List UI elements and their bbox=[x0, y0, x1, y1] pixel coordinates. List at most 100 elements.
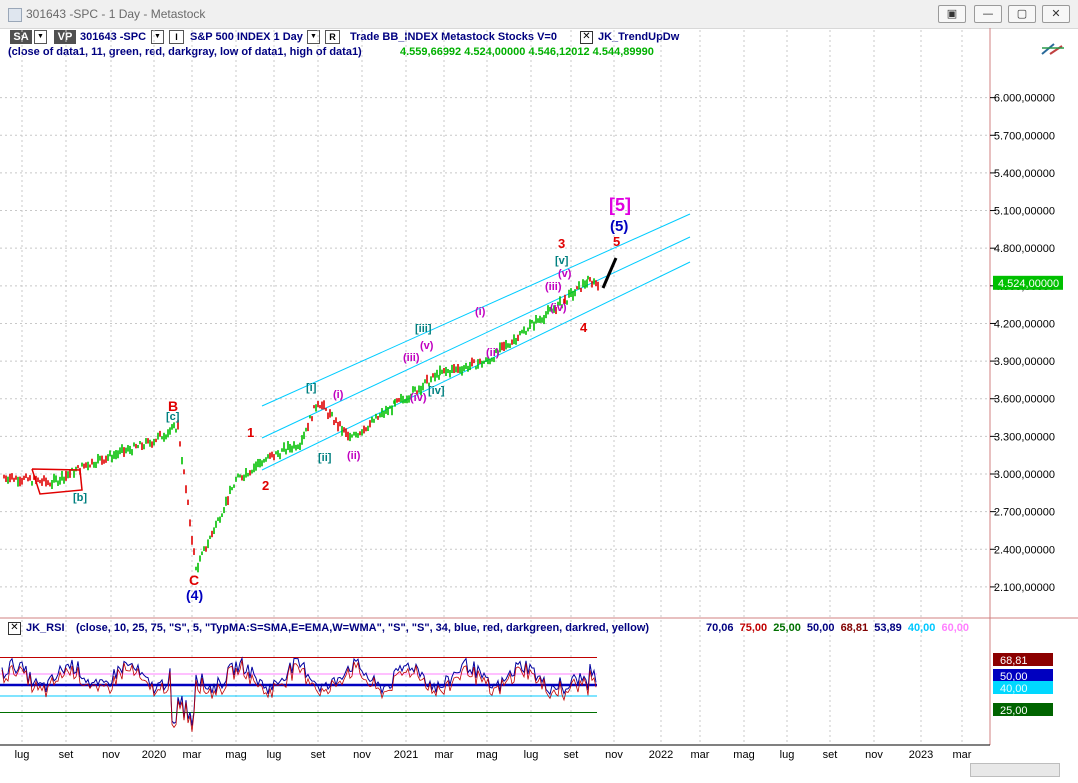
time-axis-label: lug bbox=[524, 749, 539, 761]
rsi-axis-badge-label: 40,00 bbox=[1000, 683, 1028, 695]
rsi-close-icon[interactable]: ✕ bbox=[8, 622, 21, 635]
rsi-value: 50,00 bbox=[806, 622, 841, 634]
wave-label: (v) bbox=[420, 340, 434, 352]
indicator-close-icon[interactable]: ✕ bbox=[580, 31, 593, 44]
wave-label: 3 bbox=[558, 236, 566, 251]
mode-r-button[interactable]: R bbox=[325, 30, 340, 44]
wave-label: [ii] bbox=[318, 452, 332, 464]
wave-label: [5] bbox=[609, 195, 631, 215]
indicator-label: JK_TrendUpDw bbox=[598, 31, 680, 43]
time-axis: lug set nov 2020 mar mag lug set nov 2021 mar mag lu… bbox=[0, 744, 990, 761]
time-axis-label: nov bbox=[353, 749, 371, 761]
time-axis-label: nov bbox=[605, 749, 623, 761]
rsi-label: JK_RSI bbox=[26, 622, 65, 634]
maximize-button[interactable]: ▢ bbox=[1008, 5, 1036, 23]
time-axis-label: 2022 bbox=[649, 749, 673, 761]
wave-label: B bbox=[168, 398, 179, 414]
price-tick-label: 5.100,00000 bbox=[994, 206, 1055, 218]
rsi-value: 75,00 bbox=[739, 622, 774, 634]
interval-dropdown-icon[interactable]: ▼ bbox=[307, 30, 320, 44]
rsi-line bbox=[1, 656, 597, 726]
wave-label: 1 bbox=[247, 425, 255, 440]
wave-label: (ii) bbox=[486, 347, 500, 359]
restore-layout-button[interactable]: ▣ bbox=[938, 5, 966, 23]
time-axis-label: lug bbox=[15, 749, 30, 761]
time-axis-label: set bbox=[823, 749, 838, 761]
time-axis-label: set bbox=[59, 749, 74, 761]
rsi-axis-badge bbox=[993, 681, 1053, 694]
price-bars bbox=[3, 275, 599, 573]
price-tick-label: 3.000,00000 bbox=[994, 469, 1055, 481]
horizontal-scrollbar[interactable] bbox=[970, 763, 1060, 777]
wave-label: [b] bbox=[73, 492, 88, 504]
symbol-label: 301643 -SPC bbox=[80, 31, 147, 43]
drawing-tools-icon[interactable] bbox=[1040, 40, 1066, 58]
wave-label: 4 bbox=[580, 320, 588, 335]
time-axis-label: mag bbox=[733, 749, 754, 761]
wave-label: C bbox=[189, 572, 200, 588]
rsi-value: 70,06 bbox=[706, 622, 740, 634]
rsi-signal-line bbox=[1, 660, 597, 732]
price-tick-label: 4.200,00000 bbox=[994, 318, 1055, 330]
interval-i-label: I bbox=[175, 32, 178, 42]
rsi-value: 68,81 bbox=[840, 622, 875, 634]
channel-line bbox=[261, 261, 691, 471]
wave-label: 5 bbox=[613, 234, 621, 249]
trend-channel bbox=[261, 213, 691, 471]
price-tick-label: 4.800,00000 bbox=[994, 243, 1055, 255]
price-tick-label: 2.400,00000 bbox=[994, 544, 1055, 556]
wave-label: 2 bbox=[262, 478, 270, 493]
price-tick-label: 4.500,00000 bbox=[994, 281, 1055, 293]
rsi-axis-badge-label: 68,81 bbox=[1000, 655, 1028, 667]
price-axis: 6.000,00000 5.700,00000 5.400,00000 5.100,0… bbox=[990, 93, 1063, 594]
rsi-axis-badge bbox=[993, 703, 1053, 716]
wave-label: (iii) bbox=[403, 352, 420, 364]
time-axis-label: mar bbox=[183, 749, 202, 761]
title-bar: 301643 -SPC - 1 Day - Metastock ▣ — ▢ ✕ bbox=[0, 0, 1078, 29]
wave-label: [c] bbox=[166, 411, 180, 423]
wave-label: [i] bbox=[306, 382, 317, 394]
window-title: 301643 -SPC - 1 Day - Metastock bbox=[26, 7, 206, 21]
time-axis-label: set bbox=[564, 749, 579, 761]
wave-label: [iv] bbox=[428, 385, 445, 397]
price-tick-label: 3.600,00000 bbox=[994, 394, 1055, 406]
mode-r-label: R bbox=[329, 32, 336, 42]
wave-label: (ii) bbox=[347, 450, 361, 462]
rsi-value: 40,00 bbox=[907, 622, 942, 634]
app-icon bbox=[8, 8, 22, 22]
vp-button[interactable]: VP bbox=[54, 30, 76, 44]
rsi-axis-badge bbox=[993, 669, 1053, 682]
wave-label: (i) bbox=[333, 389, 344, 401]
last-price-label: 4.524,00000 bbox=[998, 278, 1059, 290]
time-axis-label: mag bbox=[225, 749, 246, 761]
price-tick-label: 3.300,00000 bbox=[994, 431, 1055, 443]
wave-label: (i) bbox=[475, 306, 486, 318]
rsi-axis-badge bbox=[993, 653, 1053, 666]
time-axis-label: mar bbox=[691, 749, 710, 761]
price-grid bbox=[0, 28, 1078, 745]
wave-label: (v) bbox=[558, 268, 572, 280]
close-button[interactable]: ✕ bbox=[1042, 5, 1070, 23]
wave-label: (5) bbox=[610, 218, 629, 235]
time-axis-label: lug bbox=[780, 749, 795, 761]
price-tick-label: 3.900,00000 bbox=[994, 356, 1055, 368]
time-axis-label: lug bbox=[267, 749, 282, 761]
formula-label: (close of data1, 11, green, red, darkgra… bbox=[8, 46, 362, 58]
sa-dropdown-icon[interactable]: ▼ bbox=[34, 30, 47, 44]
minimize-button[interactable]: — bbox=[974, 5, 1002, 23]
price-tick-label: 2.700,00000 bbox=[994, 507, 1055, 519]
price-tick-label: 5.400,00000 bbox=[994, 168, 1055, 180]
wave-label: (4) bbox=[186, 587, 204, 603]
channel-line bbox=[261, 236, 691, 439]
symbol-dropdown-icon[interactable]: ▼ bbox=[151, 30, 164, 44]
time-axis-label: mar bbox=[435, 749, 454, 761]
rsi-axis-badge-label: 50,00 bbox=[1000, 671, 1028, 683]
wave-label: (iv) bbox=[550, 302, 567, 314]
sa-button[interactable]: SA bbox=[10, 30, 32, 44]
interval-i-button[interactable]: I bbox=[169, 30, 184, 44]
time-axis-label: mag bbox=[476, 749, 497, 761]
trade-info-label: Trade BB_INDEX Metastock Stocks V=0 bbox=[350, 31, 557, 43]
